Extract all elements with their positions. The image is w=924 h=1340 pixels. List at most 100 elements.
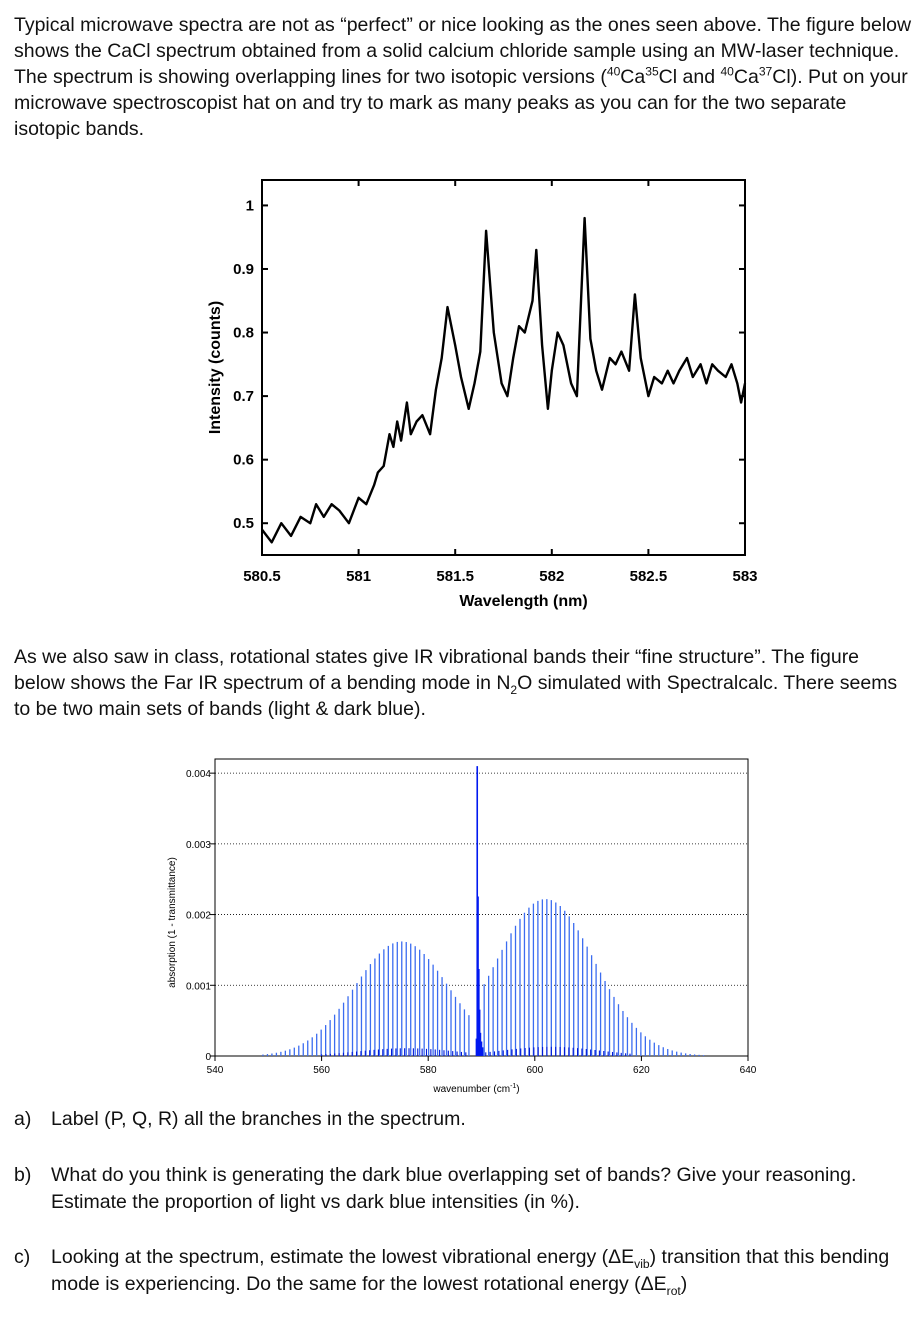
spectrum-point [535, 249, 538, 251]
y-tick-label: 0.7 [233, 388, 254, 405]
x-tick-label: 583 [732, 568, 757, 585]
spectrum-point [446, 306, 449, 309]
spectrum-point [440, 357, 443, 359]
spectrum-point [730, 363, 733, 366]
question-a-label: a) [14, 1108, 32, 1130]
spectrum-point [406, 401, 408, 404]
x-tick-label: 560 [313, 1065, 330, 1076]
spectrum-point [653, 376, 656, 378]
y-tick-label: 1 [246, 197, 254, 214]
spectrum-point [614, 363, 617, 366]
spectrum-point [348, 522, 350, 525]
x-tick-label: 581.5 [436, 568, 474, 585]
plot-frame [261, 179, 746, 556]
x-tick-label: 581 [346, 568, 371, 585]
x-tick-label: 580 [420, 1065, 437, 1076]
spectrum-point [460, 376, 462, 378]
spectrum-line [261, 216, 747, 544]
spectrum-point [485, 229, 488, 232]
spectrum-point [686, 357, 688, 359]
spectrum-point [377, 471, 379, 474]
intro-paragraph-n2o: As we also saw in class, rotational stat… [14, 646, 898, 720]
spectrum-point [290, 535, 292, 537]
spectrum-point [661, 382, 663, 385]
spectrum-point [365, 503, 368, 506]
intro-paragraph-cacl: Typical microwave spectra are not as “pe… [14, 14, 912, 140]
y-axis-label: Intensity (counts) [207, 301, 224, 434]
spectrum-point [628, 369, 630, 372]
spectrum-point [589, 337, 592, 340]
spectrum-point [672, 382, 675, 385]
spectrum-point [639, 357, 642, 359]
spectrum-point [633, 293, 636, 296]
spectrum-point [518, 325, 520, 328]
spectrum-point [724, 376, 727, 378]
question-c: c) Looking at the spectrum, estimate the… [14, 1244, 914, 1298]
spectrum-point [280, 522, 283, 525]
spectrum-point [608, 357, 611, 359]
spectrum-point [315, 503, 317, 506]
spectrum-point [434, 388, 437, 391]
question-b-label: b) [14, 1164, 32, 1186]
spectrum-point [512, 357, 515, 359]
x-tick-label: 582.5 [630, 568, 668, 585]
spectrum-point [562, 344, 565, 347]
spectrum-point [338, 509, 341, 512]
spectrum-point [595, 369, 598, 372]
spectrum-point [454, 344, 457, 347]
y-tick-label: 0.001 [186, 981, 211, 992]
spectrum-point [506, 395, 509, 398]
spectrum-point [396, 420, 399, 423]
y-tick-label: 0.004 [186, 769, 211, 780]
spectrum-point [492, 331, 495, 334]
spectrum-point [270, 541, 273, 544]
spectrum-point [500, 382, 503, 385]
spectrum-point [740, 401, 743, 404]
spectrum-point [570, 382, 573, 385]
question-b: b) What do you think is generating the d… [14, 1162, 914, 1216]
spectrum-point [744, 382, 746, 385]
y-tick-label: 0.6 [233, 452, 254, 469]
y-tick-label: 0.5 [233, 515, 254, 532]
spectrum-point [691, 376, 694, 378]
question-b-text: What do you think is generating the dark… [51, 1164, 857, 1213]
spectrum-point [550, 369, 553, 372]
spectrum-point [736, 382, 739, 385]
spectrum-point [299, 515, 302, 518]
n2o-far-ir-spectrum-chart: 0 0.001 0.002 0.003 0.004 540 560 580 600 620 640 w… [167, 758, 757, 1095]
spectrum-point [717, 369, 719, 372]
spectrum-point [647, 395, 650, 398]
x-tick-label: 580.5 [243, 568, 281, 585]
spectrum-point [261, 528, 263, 531]
spectrum-point [699, 363, 702, 366]
question-a-text: Label (P, Q, R) all the branches in the … [51, 1108, 466, 1130]
spectrum-point [357, 496, 360, 499]
spectrum-point [322, 515, 325, 518]
spectrum-point [678, 369, 681, 372]
spectrum-point [429, 433, 431, 436]
y-axis-label: absorption (1 - transmittance) [167, 857, 178, 988]
x-tick-label: 582 [539, 568, 564, 585]
x-tick-label: 540 [207, 1065, 224, 1076]
x-tick-label: 620 [633, 1065, 650, 1076]
y-tick-label: 0 [205, 1052, 211, 1063]
question-c-text: Looking at the spectrum, estimate the lo… [51, 1246, 890, 1298]
spectrum-point [711, 363, 714, 366]
x-tick-label: 600 [526, 1065, 543, 1076]
spectrum-point [576, 395, 578, 398]
plot-frame [214, 758, 749, 1057]
x-axis-label: wavenumber (cm-1) [432, 1083, 519, 1095]
spectrum-point [330, 503, 333, 506]
question-c-label: c) [14, 1246, 31, 1268]
spectrum-point [382, 465, 385, 467]
x-tick-label: 640 [740, 1065, 757, 1076]
cacl-microwave-spectrum-chart: 580.5 581 581.5 582 582.5 583 0.5 0.6 0.7 0.8 0.9 1… [207, 179, 758, 610]
question-a: a) Label (P, Q, R) all the branches in t… [14, 1106, 914, 1133]
spectrum-point [421, 414, 424, 417]
spectrum-point [309, 522, 312, 525]
spectrum-point [666, 369, 669, 372]
spectrum-point [409, 433, 412, 436]
spectrum-point [392, 446, 395, 448]
spectrum-point [373, 484, 375, 486]
spectrum-point [601, 388, 603, 391]
